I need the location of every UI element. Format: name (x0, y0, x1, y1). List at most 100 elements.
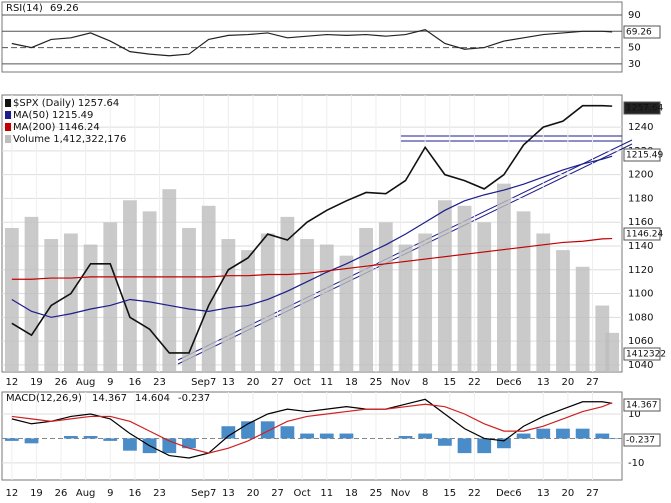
x-tick-label: 22 (468, 488, 481, 499)
value-tag (623, 227, 661, 241)
legend-label: Volume (13, 134, 50, 145)
volume-bar (339, 255, 354, 372)
x-tick-label: 11 (320, 377, 333, 388)
y-tick-label: 90 (628, 10, 641, 21)
legend-label: MA(50) (13, 110, 49, 121)
x-tick-label: Aug (76, 488, 96, 499)
rsi-panel (1, 1, 623, 73)
x-tick-label: 13 (537, 377, 550, 388)
legend-swatch (5, 111, 11, 119)
legend-value: 1,412,322,176 (53, 134, 126, 145)
panel-title: RSI(14) (6, 3, 43, 14)
histogram-bar (437, 438, 452, 446)
histogram-bar (398, 436, 413, 439)
x-tick-label: Oct (294, 488, 311, 499)
histogram-bar (319, 433, 334, 439)
x-tick-label: 23 (153, 488, 166, 499)
x-tick-label: 20 (562, 377, 575, 388)
volume-bar (556, 250, 570, 372)
x-tick-label: 26 (55, 377, 68, 388)
legend-value: 1146.24 (58, 122, 99, 133)
series-line (11, 104, 613, 354)
volume-bar (142, 211, 157, 372)
y-tick-label: 1140 (628, 241, 653, 252)
volume-bar (260, 233, 275, 372)
volume-bar (359, 227, 374, 372)
y-tick-label: 1080 (628, 312, 653, 323)
y-tick-label: -10 (628, 458, 644, 469)
volume-bar (605, 332, 620, 372)
value-tag-label: 1257.64 (626, 104, 663, 114)
y-tick-label: 50 (628, 43, 641, 54)
x-tick-label: 19 (30, 377, 43, 388)
y-tick-label: 1200 (628, 170, 653, 181)
series-line (11, 155, 613, 318)
volume-bar (477, 222, 492, 372)
x-tick-label: Aug (76, 377, 96, 388)
legend-value: 1257.64 (78, 98, 119, 109)
histogram-bar (182, 438, 196, 449)
value-tag-label: 69.26 (626, 28, 652, 38)
x-tick-label: Nov (391, 488, 411, 499)
volume-bar (221, 239, 236, 372)
x-tick-label: 15 (443, 488, 456, 499)
x-tick-label: 18 (345, 488, 358, 499)
x-tick-label: 15 (443, 377, 456, 388)
volume-bar (103, 222, 118, 372)
x-tick-label: 13 (537, 488, 550, 499)
y-tick-label: 1040 (628, 360, 653, 371)
legend-label: $SPX (Daily) (13, 98, 75, 109)
histogram-bar (4, 438, 19, 441)
series-line (11, 402, 613, 454)
legend-value: 69.26 (50, 3, 79, 14)
volume-bar (64, 233, 78, 372)
y-tick-label: 1120 (628, 265, 653, 276)
x-tick-label: 12 (5, 377, 18, 388)
value-tag-label: -0.237 (626, 436, 655, 446)
histogram-bar (103, 438, 118, 441)
value-tag (623, 101, 661, 115)
x-tick-label: 9 (107, 377, 113, 388)
value-tag-label: 1146.24 (626, 230, 663, 240)
histogram-bar (575, 428, 590, 439)
value-tag-label: 1412322 (626, 350, 666, 360)
volume-bar (241, 250, 255, 372)
legend-value: 14.604 (135, 393, 170, 404)
series-line (11, 237, 613, 280)
y-tick-label: 1060 (628, 336, 653, 347)
value-tag (623, 433, 661, 447)
volume-bar (516, 211, 531, 372)
x-tick-label: 8 (422, 377, 428, 388)
volume-bar (280, 216, 295, 372)
histogram-bar (556, 428, 570, 439)
y-tick-label: 1180 (628, 193, 653, 204)
x-tick-label: 9 (107, 488, 113, 499)
x-tick-label: 25 (370, 488, 383, 499)
x-tick-label: 27 (586, 488, 599, 499)
x-tick-label: 13 (222, 377, 235, 388)
x-tick-label: 25 (370, 377, 383, 388)
histogram-bar (457, 438, 472, 454)
x-tick-label: 20 (562, 488, 575, 499)
histogram-bar (418, 433, 433, 439)
volume-bar (300, 239, 314, 372)
legend-swatch (5, 135, 11, 143)
volume-bar (536, 233, 551, 372)
series-line (11, 398, 613, 459)
x-tick-label: 20 (247, 488, 260, 499)
x-tick-label: 16 (128, 377, 141, 388)
histogram-bar (605, 438, 620, 440)
panel-title: MACD(12,26,9) (6, 393, 82, 404)
x-tick-label: Oct (294, 377, 311, 388)
volume-bar (24, 216, 39, 372)
volume-bar (319, 244, 334, 372)
value-tag-label: 1215.49 (626, 151, 663, 161)
volume-bar (398, 244, 413, 372)
legend-label: MA(200) (13, 122, 55, 133)
volume-bar (497, 183, 511, 372)
x-tick-label: Nov (391, 377, 411, 388)
legend-swatch (5, 99, 11, 107)
x-tick-label: 26 (55, 488, 68, 499)
histogram-bar (260, 421, 275, 439)
volume-bar (378, 222, 393, 372)
